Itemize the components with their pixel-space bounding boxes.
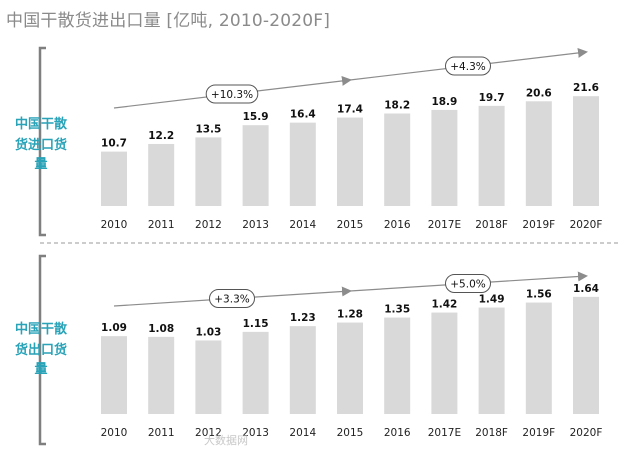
side-label-line: 中国干散 xyxy=(15,321,68,337)
value-label: 10.7 xyxy=(101,138,127,150)
bar xyxy=(478,307,505,414)
value-label: 1.64 xyxy=(573,283,599,295)
x-tick-label: 2019F xyxy=(522,219,555,231)
x-tick-label: 2015 xyxy=(337,219,364,231)
side-label-line: 量 xyxy=(34,157,47,172)
growth-rate-label: +3.3% xyxy=(214,294,249,306)
bar xyxy=(289,122,316,206)
panel-bracket xyxy=(38,46,46,237)
bar xyxy=(148,336,175,414)
x-tick-label: 2012 xyxy=(195,219,222,231)
value-label: 16.4 xyxy=(290,109,316,121)
x-tick-label: 2010 xyxy=(101,219,128,231)
x-tick-label: 2015 xyxy=(337,427,364,439)
bar xyxy=(101,151,127,206)
bar xyxy=(525,302,552,414)
watermark: 大数据网 xyxy=(204,434,248,447)
bar xyxy=(384,317,411,414)
x-tick-label: 2010 xyxy=(101,427,128,439)
value-label: 15.9 xyxy=(243,111,269,123)
bar xyxy=(242,125,269,206)
x-tick-label: 2017E xyxy=(428,427,461,439)
bar xyxy=(525,101,552,206)
value-label: 1.15 xyxy=(243,318,269,330)
x-tick-label: 2014 xyxy=(289,219,316,231)
value-label: 1.09 xyxy=(101,322,127,334)
value-label: 1.49 xyxy=(479,294,505,306)
bar xyxy=(384,113,411,206)
bar xyxy=(195,137,222,206)
growth-rate-label: +4.3% xyxy=(450,61,485,73)
bar xyxy=(289,326,316,414)
value-label: 1.56 xyxy=(526,289,552,301)
bar xyxy=(337,322,363,414)
x-tick-label: 2013 xyxy=(242,219,269,231)
chart-title: 中国干散货进出口量 [亿吨, 2010-2020F] xyxy=(6,11,331,31)
value-label: 17.4 xyxy=(337,104,363,116)
growth-rate-label: +10.3% xyxy=(211,89,253,101)
value-label: 18.2 xyxy=(384,99,410,111)
x-tick-label: 2011 xyxy=(148,427,175,439)
bar xyxy=(431,109,458,206)
bar xyxy=(148,143,175,206)
side-label-line: 货进口货 xyxy=(15,137,67,153)
bar xyxy=(337,117,363,206)
panel-bracket xyxy=(38,254,46,446)
bar xyxy=(195,340,222,414)
bar xyxy=(573,296,599,414)
value-label: 21.6 xyxy=(573,82,599,94)
side-label-line: 货出口货 xyxy=(15,342,67,358)
x-tick-label: 2017E xyxy=(428,219,461,231)
growth-badge xyxy=(205,84,259,104)
growth-badge xyxy=(445,274,491,293)
growth-badge xyxy=(209,289,255,308)
value-label: 12.2 xyxy=(148,130,174,142)
value-label: 18.9 xyxy=(431,96,457,108)
x-tick-label: 2012 xyxy=(195,427,222,439)
x-tick-label: 2016 xyxy=(384,219,411,231)
x-tick-label: 2014 xyxy=(289,427,316,439)
x-tick-label: 2018F xyxy=(475,427,508,439)
x-tick-label: 2016 xyxy=(384,427,411,439)
bar xyxy=(478,105,505,206)
x-tick-label: 2020F xyxy=(570,219,603,231)
x-tick-label: 2019F xyxy=(522,427,555,439)
value-label: 1.28 xyxy=(337,309,363,321)
side-label-line: 中国干散 xyxy=(15,116,68,132)
value-label: 1.42 xyxy=(431,299,457,311)
value-label: 13.5 xyxy=(195,123,221,135)
bar xyxy=(431,312,458,414)
value-label: 20.6 xyxy=(526,87,552,99)
growth-rate-label: +5.0% xyxy=(450,279,485,291)
x-tick-label: 2011 xyxy=(148,219,175,231)
bar xyxy=(242,331,269,414)
bar xyxy=(101,336,127,414)
growth-badge xyxy=(445,56,491,76)
bar xyxy=(573,96,599,206)
value-label: 1.03 xyxy=(195,326,221,338)
side-label-line: 量 xyxy=(34,362,47,377)
value-label: 1.35 xyxy=(384,304,410,316)
x-tick-label: 2018F xyxy=(475,219,508,231)
value-label: 19.7 xyxy=(479,92,505,104)
x-tick-label: 2013 xyxy=(242,427,269,439)
x-tick-label: 2020F xyxy=(570,427,603,439)
value-label: 1.23 xyxy=(290,312,316,324)
value-label: 1.08 xyxy=(148,323,174,335)
